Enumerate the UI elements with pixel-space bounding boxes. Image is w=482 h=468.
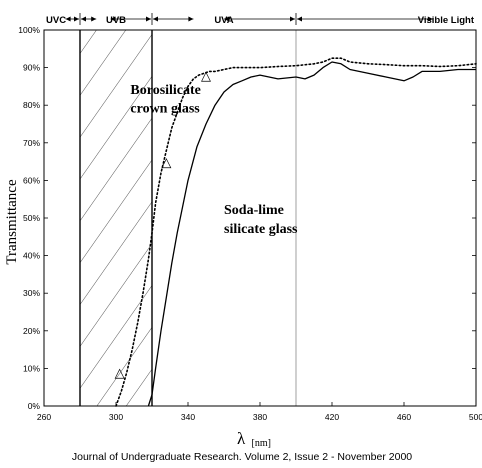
series-annotation: silicate glass <box>224 222 298 237</box>
y-tick-label: 80% <box>23 100 40 110</box>
region-arrow-head-left <box>65 16 71 22</box>
marker-layer: △ △ △ <box>115 68 211 380</box>
y-tick-label: 90% <box>23 63 40 73</box>
series-annotation: Soda-lime <box>224 203 284 218</box>
y-tick-label: 20% <box>23 326 40 336</box>
region-arrow-head-right <box>91 16 97 22</box>
region-arrow <box>297 16 433 22</box>
annotation-layer: Borosilicate crown glass Soda-lime silicate… <box>130 83 298 237</box>
region-arrow-head-right <box>427 16 433 22</box>
region-boundaries <box>79 30 297 406</box>
y-tick-label: 0% <box>28 401 41 411</box>
region-arrow <box>110 16 151 22</box>
x-axis: 260 300 340 380 420 460 500 <box>37 402 482 422</box>
x-tick-label: 460 <box>397 412 411 422</box>
region-arrow-head-left <box>297 16 302 22</box>
x-tick-label: 380 <box>253 412 267 422</box>
y-axis-label: Transmittance <box>4 179 20 265</box>
series-line-2 <box>147 61 476 407</box>
triangle-marker: △ <box>201 68 211 83</box>
region-arrow-head-right <box>146 16 151 22</box>
region-arrow-head-right <box>290 16 295 22</box>
y-tick-label: 60% <box>23 175 40 185</box>
uvb-hatched-band <box>80 30 152 406</box>
x-tick-label: 500 <box>469 412 482 422</box>
x-tick-label: 300 <box>109 412 123 422</box>
x-axis-label: λ [nm] <box>237 429 271 449</box>
series-annotation: Borosilicate <box>130 83 201 98</box>
series-layer <box>115 57 477 407</box>
x-tick-label: 340 <box>181 412 195 422</box>
region-arrow-head-left <box>81 16 86 22</box>
region-arrow-head-left <box>224 16 229 22</box>
region-arrow-head-right <box>74 16 79 22</box>
region-arrow-head-left <box>153 16 158 22</box>
region-header: UVC UVB UVA Visible Light <box>46 13 475 26</box>
region-label-visible-light: Visible Light <box>418 15 475 26</box>
y-axis: 0% 10% 20% 30% 40% 50% 60% 70% 80% 90% 100% <box>18 25 476 411</box>
region-label-uvc: UVC <box>46 15 66 26</box>
triangle-marker: △ <box>161 155 171 170</box>
region-label-uvb: UVB <box>106 15 126 26</box>
figure-caption: Journal of Undergraduate Research. Volum… <box>72 451 412 463</box>
x-tick-label: 420 <box>325 412 339 422</box>
x-axis-label-symbol: λ <box>237 429 246 448</box>
y-tick-label: 50% <box>23 213 40 223</box>
x-tick-label: 260 <box>37 412 51 422</box>
series-annotation: crown glass <box>130 102 200 117</box>
region-arrow <box>81 16 97 22</box>
region-label-uva: UVA <box>214 15 233 26</box>
region-arrow-head-left <box>110 16 116 22</box>
region-arrow <box>224 16 295 22</box>
y-tick-label: 10% <box>23 363 40 373</box>
y-tick-label: 100% <box>18 25 40 35</box>
y-tick-label: 30% <box>23 288 40 298</box>
y-tick-label: 40% <box>23 251 40 261</box>
series-line-1 <box>115 57 477 407</box>
triangle-marker: △ <box>115 365 125 380</box>
region-arrow-head-right <box>188 16 194 22</box>
region-arrow <box>153 16 194 22</box>
x-axis-label-unit: [nm] <box>252 438 271 449</box>
region-arrow <box>65 16 79 22</box>
y-tick-label: 70% <box>23 138 40 148</box>
